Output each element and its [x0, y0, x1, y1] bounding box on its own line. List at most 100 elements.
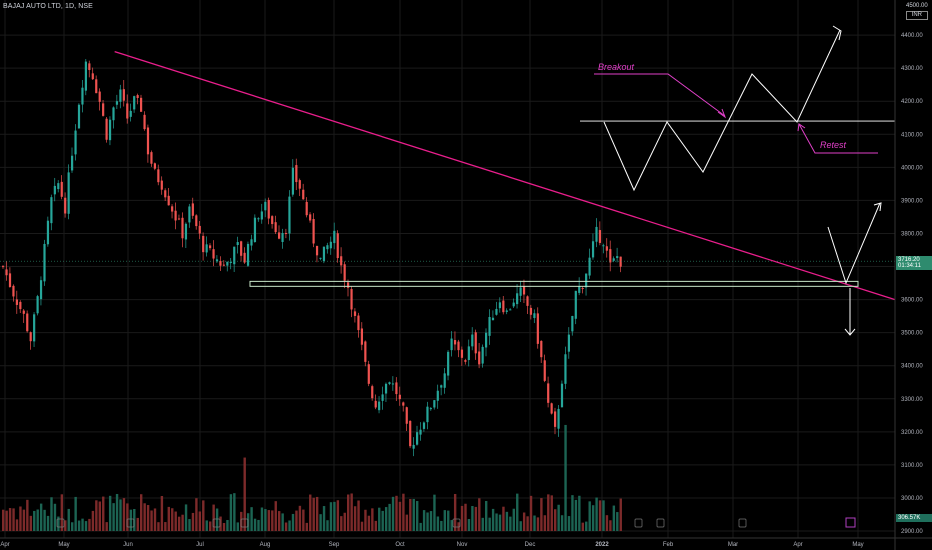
volume-bar [126, 503, 129, 531]
volume-bar [264, 509, 267, 531]
price-axis-bg [895, 0, 932, 550]
candle-body [281, 232, 284, 242]
candle-body [440, 385, 443, 388]
volume-bar [305, 522, 308, 531]
volume-bar [108, 495, 112, 531]
candle-body [485, 332, 488, 348]
candle-body [460, 349, 464, 358]
candle-body [243, 252, 246, 263]
candle-body [367, 364, 370, 384]
candle-body [591, 241, 595, 258]
candle-body [150, 152, 153, 164]
volume-bar [43, 509, 46, 531]
volume-bar [588, 501, 591, 531]
candle-body [471, 334, 474, 347]
volume-bar [219, 516, 222, 531]
price-tick-label: 3600.00 [901, 298, 923, 304]
volume-bar [340, 516, 343, 531]
volume-bar [67, 508, 70, 531]
time-tick-label: Apr [0, 542, 9, 548]
candle-body [115, 101, 119, 105]
candle-body [488, 316, 491, 336]
candle-body [240, 241, 243, 256]
volume-bar [309, 494, 312, 531]
time-tick-label: Mar [728, 542, 738, 548]
event-marker-upcoming [845, 517, 856, 528]
candle-body [236, 242, 239, 246]
volume-bar [602, 500, 605, 531]
volume-bar [460, 505, 464, 531]
price-tick-label: 4300.00 [901, 66, 923, 72]
candle-body [219, 261, 222, 266]
candle-body [409, 420, 412, 447]
volume-bar [243, 457, 246, 531]
candle-body [533, 313, 536, 319]
candle-body [560, 383, 564, 408]
volume-bar [122, 498, 126, 531]
candle-body [98, 91, 101, 102]
volume-bar [105, 522, 108, 531]
volume-bar [350, 493, 353, 531]
top-price-tick: 4500.00 [906, 3, 928, 9]
time-axis[interactable]: Apr May Jun Jul Aug Sep Oct Nov Dec 2022 Feb Mar Apr… [0, 537, 932, 548]
volume-bar [60, 494, 64, 531]
volume-bar [146, 505, 150, 531]
candle-body [353, 311, 357, 316]
candle-body [271, 216, 274, 225]
candle-body [53, 185, 56, 195]
candle-body [26, 313, 29, 332]
price-tick-label: 4400.00 [901, 33, 923, 39]
candle-body [526, 296, 529, 306]
candle-body [95, 79, 98, 94]
candle-body [39, 280, 43, 300]
candle-body [305, 201, 308, 216]
volume-bar [98, 501, 101, 531]
volume-bar [364, 509, 367, 531]
volume-bar [2, 509, 5, 531]
volume-bar [529, 495, 533, 531]
volume-bar [84, 521, 88, 531]
candle-body [554, 411, 557, 427]
candle-body [609, 249, 612, 263]
volume-bar [447, 510, 450, 531]
candle-body [226, 261, 229, 266]
symbol-title[interactable]: BAJAJ AUTO LTD, 1D, NSE [3, 3, 93, 10]
volume-bar [409, 499, 412, 531]
candle-body [371, 386, 374, 399]
volume-bar [598, 500, 602, 531]
candle-body [543, 360, 546, 381]
candle-body [136, 95, 139, 99]
volume-bar [540, 498, 543, 531]
candle-body [416, 432, 419, 445]
volume-bar [233, 493, 236, 531]
candle-body [350, 289, 353, 310]
candle-body [567, 334, 570, 352]
volume-bar [267, 510, 271, 531]
volume-bar [140, 494, 143, 531]
volume-bar [554, 509, 557, 531]
candle-body [195, 215, 198, 227]
arrowhead-up [832, 25, 842, 41]
candle-body [81, 87, 84, 105]
candle-body [8, 273, 12, 287]
price-tick-label: 3200.00 [901, 430, 923, 436]
candle-body [202, 235, 205, 253]
price-axis[interactable]: 2900.00 3000.00 3100.00 3200.00 3300.00 3400.… [894, 0, 932, 550]
volume-bar [291, 513, 295, 531]
event-marker [634, 518, 643, 528]
candle-body [512, 302, 515, 307]
volume-bars [2, 424, 622, 531]
volume-bar [384, 507, 388, 531]
volume-bar [112, 503, 115, 531]
candle-body [360, 328, 363, 345]
volume-bar [336, 500, 340, 531]
candle-body [467, 346, 470, 361]
volume-bar [181, 514, 184, 531]
candle-body [198, 225, 201, 234]
candle-body [491, 317, 495, 321]
candle-body [74, 130, 77, 155]
arrowhead-down [844, 328, 856, 336]
volume-bar [46, 515, 50, 531]
volume-bar [322, 506, 326, 531]
